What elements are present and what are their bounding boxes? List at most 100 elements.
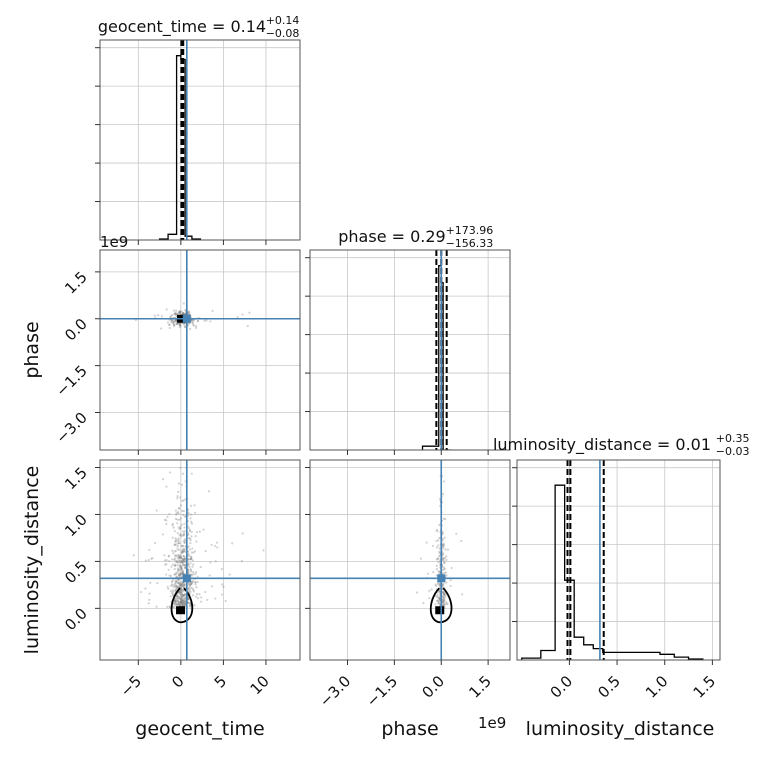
sample-point bbox=[188, 528, 192, 531]
sample-point bbox=[161, 533, 164, 536]
sample-point bbox=[177, 482, 180, 485]
sample-point bbox=[178, 400, 180, 402]
sample-point bbox=[165, 573, 168, 576]
sample-point bbox=[167, 554, 171, 557]
sample-point bbox=[175, 538, 178, 541]
sample-point bbox=[441, 590, 444, 594]
sample-point bbox=[175, 314, 178, 317]
sample-point bbox=[177, 490, 180, 493]
sample-point bbox=[183, 593, 186, 596]
sample-point bbox=[189, 557, 193, 560]
sample-point bbox=[437, 600, 440, 603]
sample-point bbox=[169, 315, 172, 319]
sample-point bbox=[180, 584, 183, 587]
sample-point bbox=[183, 556, 186, 559]
sample-point bbox=[170, 314, 173, 317]
sample-point bbox=[187, 557, 190, 560]
sample-point bbox=[163, 554, 166, 557]
sample-point bbox=[182, 312, 185, 315]
sample-point bbox=[430, 588, 433, 591]
sample-point bbox=[175, 587, 178, 591]
sample-point bbox=[171, 313, 174, 316]
sample-point bbox=[180, 598, 183, 601]
sample-point bbox=[182, 599, 185, 602]
sample-point bbox=[174, 601, 177, 605]
sample-point bbox=[442, 568, 445, 571]
sample-point bbox=[178, 564, 181, 568]
sample-point bbox=[167, 568, 170, 571]
sample-point bbox=[437, 539, 440, 542]
sample-point bbox=[189, 327, 192, 331]
sample-point bbox=[444, 595, 447, 598]
x-tick-label: 5 bbox=[211, 672, 230, 691]
sample-point bbox=[179, 525, 182, 528]
sample-point bbox=[181, 311, 185, 315]
sample-point bbox=[175, 322, 179, 325]
sample-point bbox=[180, 599, 184, 602]
sample-point bbox=[207, 490, 211, 493]
sample-point bbox=[175, 322, 178, 325]
sample-point bbox=[176, 581, 179, 584]
sample-point bbox=[187, 563, 190, 566]
sample-point bbox=[441, 492, 445, 496]
sample-point bbox=[190, 574, 193, 577]
sample-point bbox=[177, 542, 181, 545]
sample-point bbox=[178, 600, 181, 604]
sample-point bbox=[176, 545, 180, 548]
sample-point bbox=[170, 580, 173, 584]
sample-point bbox=[170, 591, 174, 595]
sample-point bbox=[198, 592, 201, 596]
sample-point bbox=[183, 547, 186, 551]
sample-point bbox=[442, 558, 445, 562]
sample-point bbox=[192, 551, 195, 554]
sample-point bbox=[176, 312, 179, 315]
sample-point bbox=[174, 537, 177, 540]
sample-point bbox=[183, 526, 186, 529]
sample-point bbox=[437, 544, 440, 547]
sample-point bbox=[177, 602, 180, 606]
sample-point bbox=[181, 584, 184, 588]
sample-point bbox=[174, 573, 178, 576]
sample-point bbox=[189, 584, 192, 587]
sample-point bbox=[188, 605, 192, 608]
sample-point bbox=[183, 603, 186, 606]
sample-point bbox=[178, 560, 181, 563]
y-tick-label: 0.0 bbox=[61, 315, 91, 345]
sample-point bbox=[441, 556, 444, 559]
sample-point bbox=[442, 480, 446, 483]
sample-point bbox=[442, 597, 446, 600]
sample-point bbox=[442, 600, 445, 604]
sample-point bbox=[156, 314, 160, 317]
sample-point bbox=[182, 550, 186, 553]
sample-point bbox=[176, 547, 179, 550]
sample-point bbox=[181, 564, 184, 567]
x-tick-label: 1.5 bbox=[465, 672, 495, 702]
sample-point bbox=[175, 319, 178, 323]
sample-point bbox=[437, 557, 440, 560]
sample-point bbox=[183, 582, 186, 586]
sample-point bbox=[228, 573, 231, 576]
x-tick-label: 10 bbox=[247, 672, 273, 698]
sample-point bbox=[163, 559, 167, 562]
sample-point bbox=[426, 572, 430, 575]
sample-point bbox=[187, 512, 190, 515]
sample-point bbox=[220, 593, 223, 596]
sample-point bbox=[195, 326, 198, 330]
sample-point bbox=[177, 559, 180, 562]
sample-point bbox=[160, 327, 163, 330]
sample-point bbox=[176, 603, 179, 606]
panel-frame bbox=[99, 249, 301, 451]
sample-point bbox=[183, 532, 186, 535]
sample-point bbox=[187, 537, 191, 540]
sample-point bbox=[176, 600, 180, 604]
sample-point bbox=[175, 594, 179, 598]
sample-point bbox=[183, 603, 186, 606]
contour bbox=[429, 587, 453, 624]
sample-point bbox=[180, 583, 183, 587]
sample-point bbox=[177, 569, 180, 572]
sample-point bbox=[178, 604, 182, 607]
sample-point bbox=[435, 595, 439, 598]
sample-point bbox=[181, 534, 184, 537]
sample-point bbox=[174, 600, 177, 603]
title-lower-error-geocent_time: −0.08 bbox=[266, 27, 300, 40]
